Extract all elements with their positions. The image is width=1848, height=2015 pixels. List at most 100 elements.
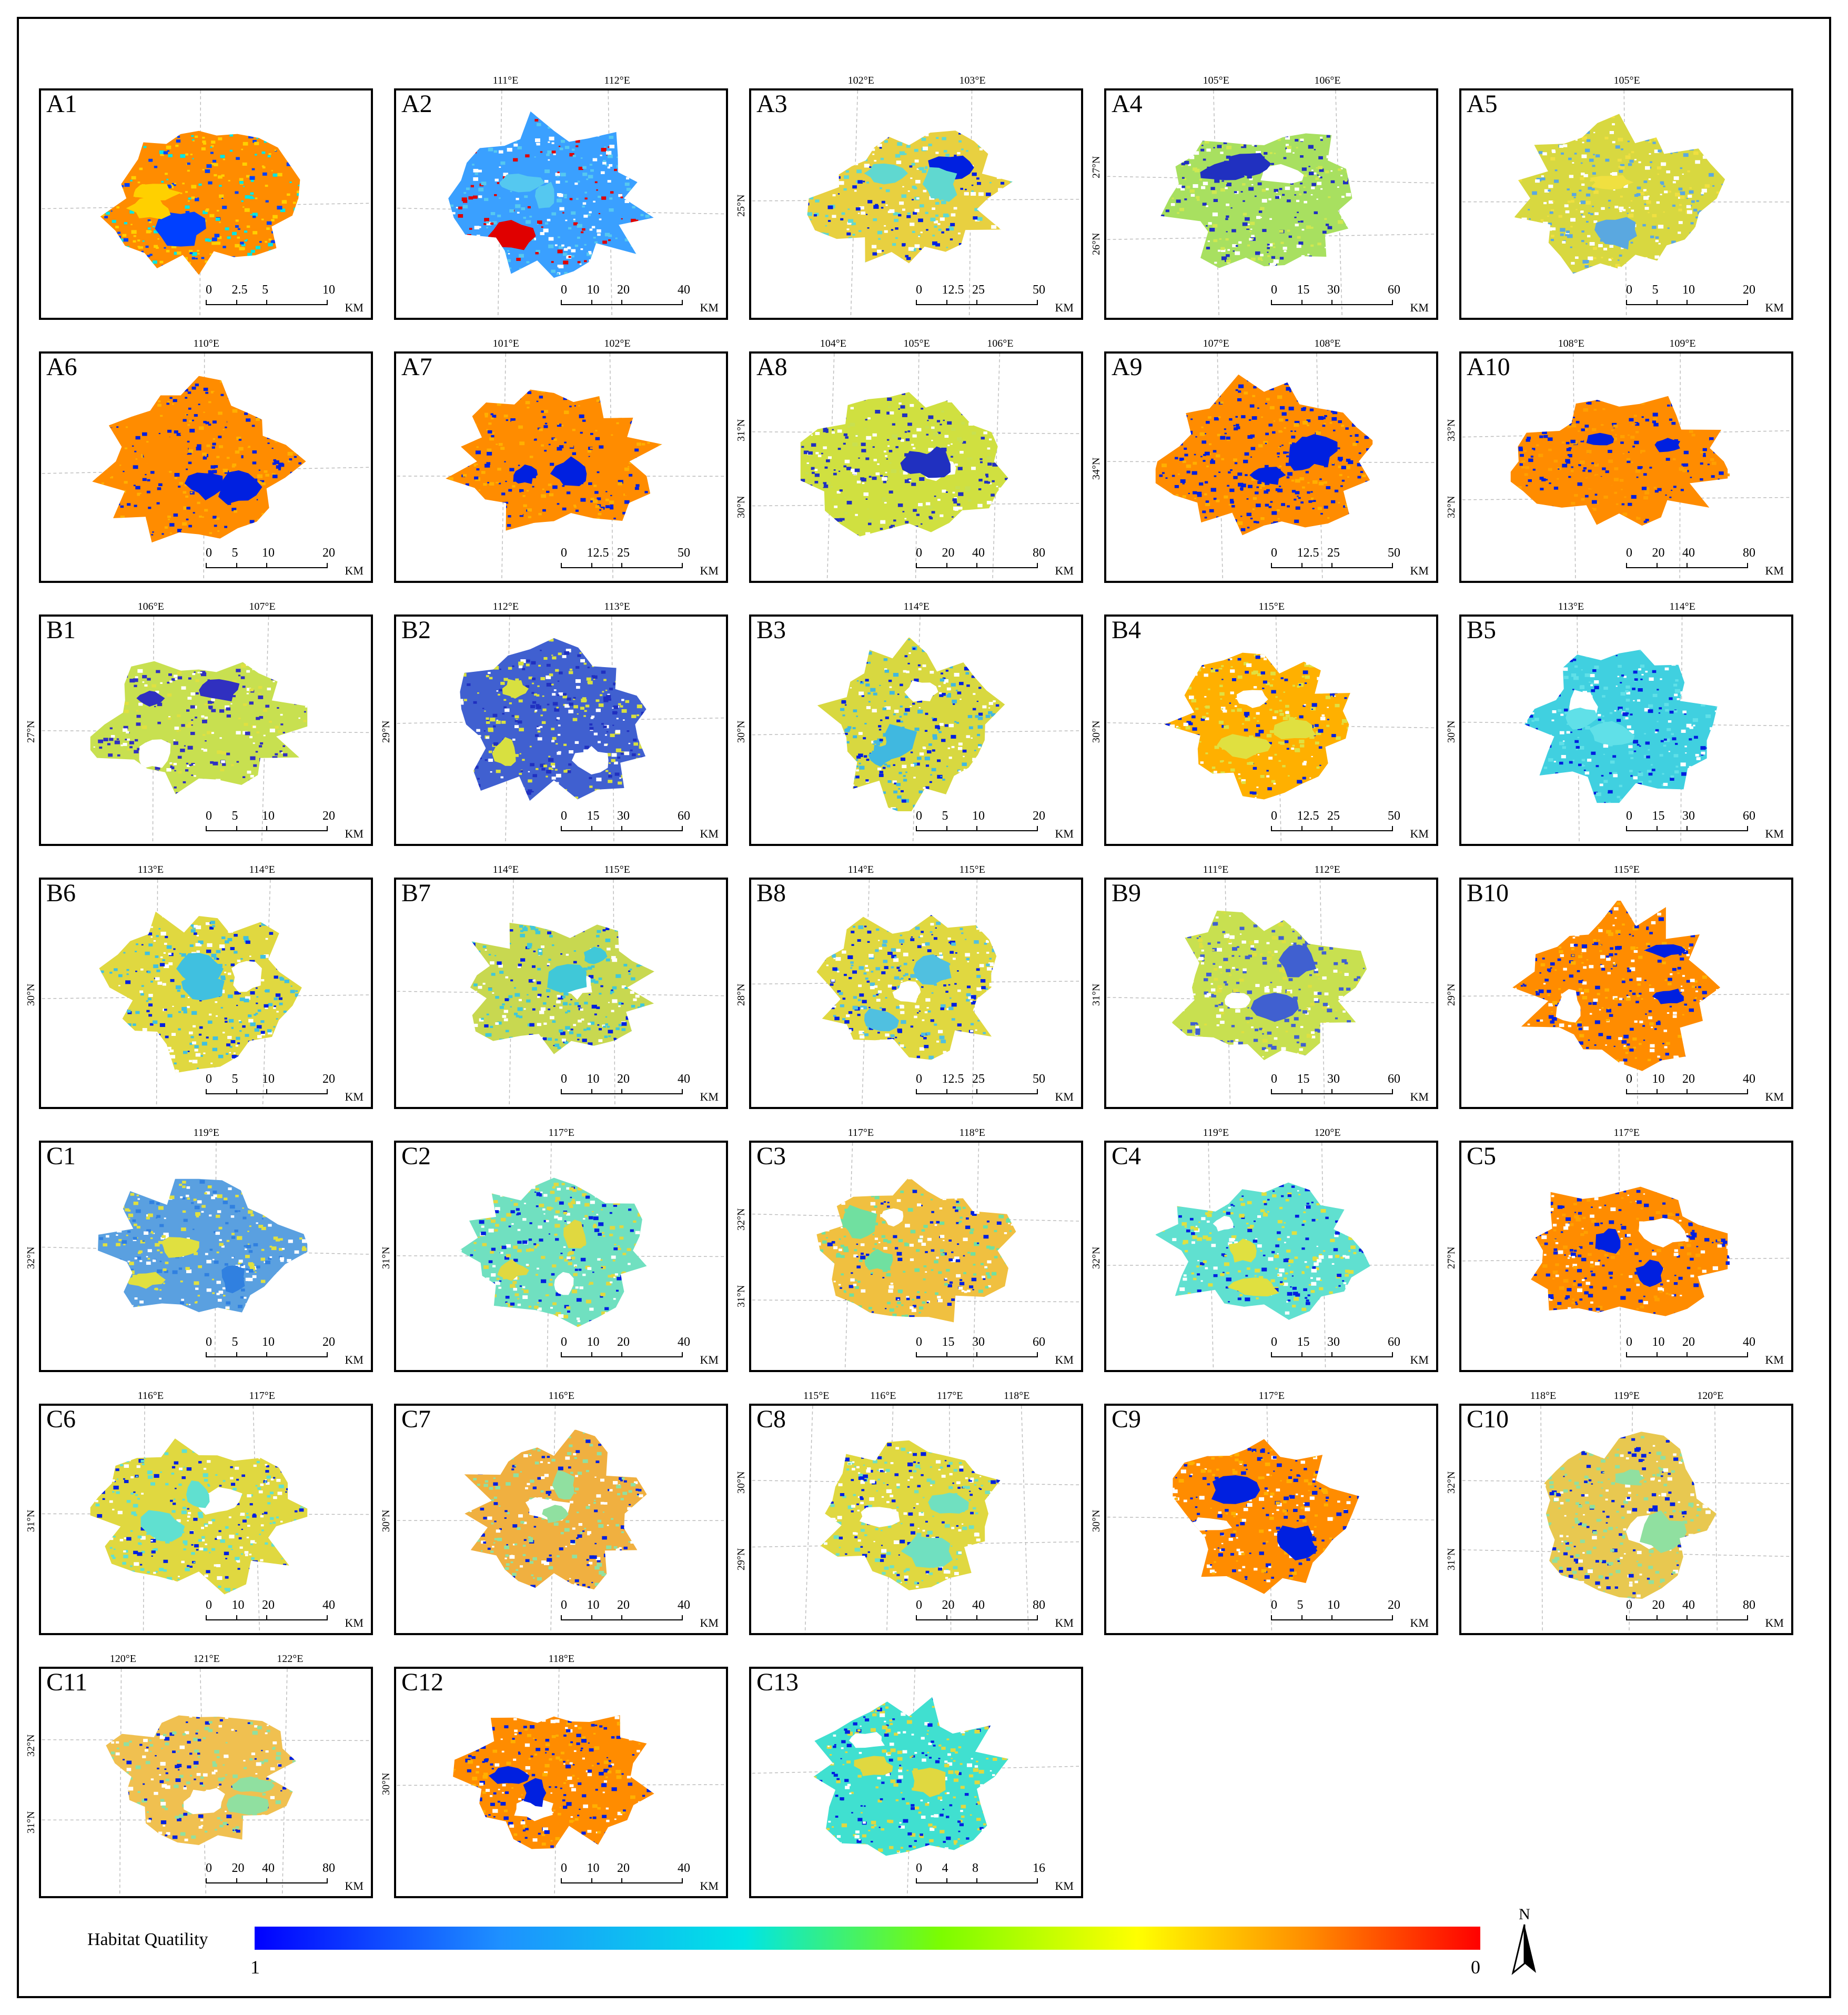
scale-value: 15 — [1297, 1335, 1310, 1349]
habitat-quality-map — [453, 1715, 654, 1849]
scale-value: 30 — [1327, 1072, 1340, 1086]
scale-value: 25 — [1327, 546, 1340, 560]
scale-value: 0 — [1271, 1072, 1277, 1086]
scale-value: 10 — [1327, 1598, 1340, 1612]
habitat-quality-map — [817, 638, 1005, 811]
longitude-label: 114°E — [492, 864, 519, 875]
longitude-label: 114°E — [1669, 601, 1695, 612]
scale-value: 60 — [1743, 809, 1755, 823]
scale-value: 30 — [1327, 283, 1340, 297]
scale-value: 20 — [942, 546, 955, 560]
habitat-quality-map — [106, 1715, 296, 1845]
map-panel-c6: C6 0 10 20 40 KM — [39, 1404, 373, 1635]
scale-unit: KM — [1410, 827, 1429, 840]
map-panel-b9: B9 0 15 30 60 KM — [1104, 878, 1438, 1109]
scale-value: 0 — [206, 546, 212, 560]
scale-unit: KM — [345, 1616, 363, 1629]
scale-value: 20 — [1652, 546, 1665, 560]
scale-unit: KM — [1765, 564, 1784, 577]
latitude-label: 32°N — [1090, 1246, 1102, 1269]
longitude-label: 117°E — [249, 1390, 275, 1402]
scale-value: 20 — [1388, 1598, 1400, 1612]
scale-value: 12.5 — [942, 283, 964, 297]
scale-value: 15 — [1297, 1072, 1310, 1086]
longitude-label: 117°E — [847, 1127, 874, 1139]
panel-label: B7 — [401, 879, 431, 907]
scale-value: 0 — [1271, 283, 1277, 297]
scale-unit: KM — [1765, 827, 1784, 840]
scale-value: 0 — [561, 1861, 567, 1875]
habitat-quality-map — [1514, 114, 1725, 274]
scale-value: 10 — [262, 1335, 275, 1349]
map-panel-c5: C5 0 10 20 40 KM — [1459, 1141, 1793, 1372]
scale-value: 0 — [1626, 283, 1632, 297]
scale-value: 10 — [972, 809, 985, 823]
longitude-label: 113°E — [137, 864, 164, 875]
scale-unit: KM — [1055, 1090, 1074, 1103]
scale-value: 80 — [1743, 1598, 1755, 1612]
scale-value: 20 — [942, 1598, 955, 1612]
scale-bar: 0 5 10 20 KM — [206, 809, 363, 841]
scale-value: 10 — [1682, 283, 1695, 297]
panel-label: C2 — [401, 1142, 431, 1170]
scale-unit: KM — [345, 1879, 363, 1892]
scale-unit: KM — [1765, 1090, 1784, 1103]
scale-value: 0 — [561, 283, 567, 297]
scale-value: 40 — [1743, 1072, 1755, 1086]
scale-value: 0 — [206, 1335, 212, 1349]
habitat-quality-map — [448, 112, 654, 278]
scale-value: 20 — [617, 1598, 630, 1612]
habitat-quality-map — [1173, 1439, 1359, 1594]
habitat-quality-map — [800, 392, 1008, 537]
scale-value: 40 — [972, 1598, 985, 1612]
map-panel-a8: A8 0 20 40 80 KM — [749, 351, 1083, 583]
habitat-quality-map — [1524, 649, 1718, 803]
scale-value: 16 — [1033, 1861, 1045, 1875]
scale-bar: 0 12.5 25 50 KM — [1271, 809, 1429, 841]
scale-value: 0 — [561, 1598, 567, 1612]
scale-value: 5 — [1297, 1598, 1304, 1612]
scale-value: 25 — [617, 546, 630, 560]
scale-value: 80 — [1033, 1598, 1045, 1612]
scale-unit: KM — [1055, 301, 1074, 314]
longitude-label: 107°E — [1203, 338, 1229, 349]
map-panel-b10: B10 0 10 20 40 KM — [1459, 878, 1793, 1109]
scale-bar: 0 15 30 60 KM — [1271, 1072, 1429, 1104]
scale-value: 0 — [206, 1598, 212, 1612]
latitude-label: 26°N — [1090, 233, 1102, 256]
map-panel-a4: A4 0 15 30 60 KM — [1104, 88, 1438, 320]
map-panel-c4: C4 0 15 30 60 KM — [1104, 1141, 1438, 1372]
habitat-quality-map — [1160, 133, 1352, 268]
panel-label: C6 — [46, 1405, 76, 1433]
longitude-label: 112°E — [604, 75, 630, 86]
scale-value: 0 — [206, 1861, 212, 1875]
scale-bar: 0 15 30 60 KM — [1626, 809, 1784, 841]
scale-unit: KM — [345, 564, 363, 577]
map-panel-a7: A7 0 12.5 25 50 KM — [394, 351, 728, 583]
scale-value: 0 — [561, 1335, 567, 1349]
panel-label: C3 — [756, 1142, 786, 1170]
scale-value: 12.5 — [1297, 809, 1319, 823]
scale-value: 40 — [678, 1598, 690, 1612]
scale-bar: 0 5 10 20 KM — [916, 809, 1074, 841]
scale-unit: KM — [700, 1090, 719, 1103]
scale-value: 15 — [942, 1335, 955, 1349]
scale-value: 20 — [322, 1335, 335, 1349]
legend-min-label: 1 — [250, 1957, 260, 1978]
map-panel-c8: C8 0 20 40 80 KM — [749, 1404, 1083, 1635]
scale-unit: KM — [1055, 827, 1074, 840]
scale-value: 10 — [1652, 1072, 1665, 1086]
scale-unit: KM — [1055, 1616, 1074, 1629]
scale-value: 10 — [1652, 1335, 1665, 1349]
latitude-label: 31°N — [25, 1811, 37, 1834]
scale-value: 60 — [1388, 283, 1400, 297]
scale-unit: KM — [700, 564, 719, 577]
scale-value: 0 — [916, 546, 922, 560]
latitude-label: 31°N — [380, 1246, 392, 1269]
habitat-quality-map — [459, 1177, 647, 1327]
scale-value: 0 — [206, 809, 212, 823]
scale-value: 60 — [1388, 1072, 1400, 1086]
scale-unit: KM — [1410, 1090, 1429, 1103]
longitude-label: 112°E — [1314, 864, 1340, 875]
scale-value: 10 — [587, 1335, 600, 1349]
